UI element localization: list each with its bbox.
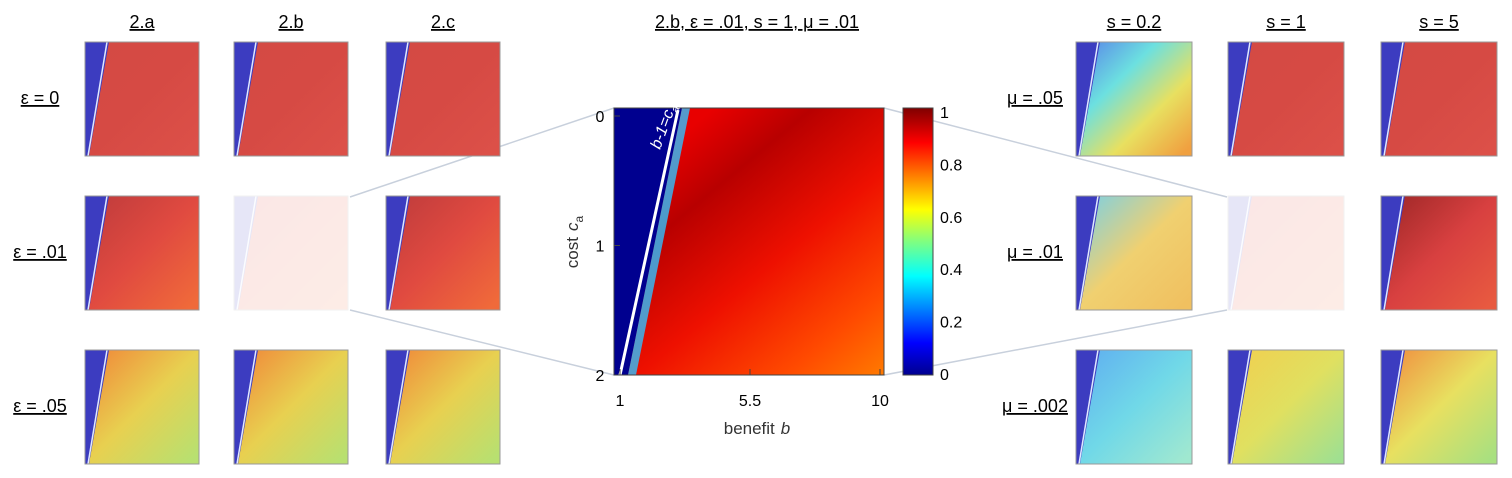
- panel-border: [1075, 41, 1193, 157]
- panel-border: [84, 349, 200, 465]
- y-axis-label: cost ca: [563, 216, 586, 269]
- panel-boundary: [388, 41, 409, 157]
- y-label-subscript: a: [572, 216, 586, 223]
- heatmap-panel: [233, 349, 349, 465]
- panel-boundary: [236, 195, 257, 311]
- panel-border: [1380, 349, 1498, 465]
- y-label-text: cost: [563, 237, 582, 268]
- heatmap-panel: [385, 195, 501, 311]
- center-title: 2.b, ε = .01, s = 1, μ = .01: [655, 12, 859, 32]
- panel-border: [233, 195, 349, 311]
- panel-boundary: [236, 349, 257, 465]
- panel-boundary: [1383, 349, 1404, 465]
- x-label-symbol: b: [781, 419, 790, 438]
- row-label: ε = .05: [13, 396, 67, 416]
- panel-border: [1227, 41, 1345, 157]
- panels: [84, 41, 1498, 465]
- panel-boundary: [87, 349, 108, 465]
- heatmap-panel: [84, 349, 200, 465]
- colorbar-tick-label: 0.2: [940, 315, 962, 332]
- column-header: s = 5: [1419, 12, 1459, 32]
- heatmap-panel: [1075, 41, 1193, 157]
- panel-border: [1075, 195, 1193, 311]
- panel-blue-region: [234, 196, 258, 310]
- column-header: s = 1: [1266, 12, 1306, 32]
- column-header: s = 0.2: [1107, 12, 1162, 32]
- row-label: ε = .01: [13, 242, 67, 262]
- x-axis-label: benefit b: [724, 419, 791, 438]
- colorbar-tick-label: 0.6: [940, 210, 962, 227]
- panel-border: [84, 195, 200, 311]
- colorbar: [902, 107, 934, 376]
- heatmap-panel: [1380, 41, 1498, 157]
- panel-border: [84, 41, 200, 157]
- row-label: μ = .05: [1007, 88, 1063, 108]
- colorbar-tick-label: 0.8: [940, 157, 962, 174]
- heatmap-panel: [1227, 41, 1345, 157]
- heatmap-panel: [84, 195, 200, 311]
- column-header: 2.c: [431, 12, 455, 32]
- panel-boundary: [1383, 195, 1404, 311]
- panel-boundary: [1230, 195, 1251, 311]
- panel-border: [385, 349, 501, 465]
- colorbar-tick-label: 1: [940, 105, 949, 122]
- heatmap-panel: [1075, 349, 1193, 465]
- panel-boundary: [1078, 41, 1099, 157]
- panel-border: [233, 349, 349, 465]
- x-tick-label: 1: [616, 393, 625, 410]
- panel-fill: [234, 196, 348, 310]
- x-tick-label: 5.5: [739, 393, 761, 410]
- y-tick-label: 0: [596, 109, 605, 126]
- annotation-subscript: a: [669, 105, 682, 115]
- panel-boundary: [236, 41, 257, 157]
- column-header: 2.a: [129, 12, 155, 32]
- panel-blue-region: [1228, 196, 1252, 310]
- y-tick-label: 2: [596, 368, 605, 385]
- row-label: ε = 0: [21, 88, 60, 108]
- panel-boundary: [388, 349, 409, 465]
- row-label: μ = .002: [1002, 396, 1068, 416]
- heatmap-panel: [385, 41, 501, 157]
- panel-border: [1075, 349, 1193, 465]
- panel-border: [1380, 41, 1498, 157]
- main-heatmap: b-1=ca: [613, 105, 885, 376]
- x-tick-label: 10: [871, 393, 889, 410]
- colorbar-tick-label: 0.4: [940, 262, 962, 279]
- panel-boundary: [1230, 41, 1251, 157]
- heatmap-panel: [1380, 195, 1498, 311]
- heatmap-panel: [1075, 195, 1193, 311]
- column-header: 2.b: [278, 12, 303, 32]
- panel-boundary: [1078, 195, 1099, 311]
- panel-fill: [1228, 196, 1344, 310]
- panel-boundary: [388, 195, 409, 311]
- panel-border: [385, 195, 501, 311]
- x-label-text: benefit: [724, 419, 775, 438]
- panel-boundary: [1383, 41, 1404, 157]
- panel-border: [1227, 195, 1345, 311]
- panel-boundary: [87, 41, 108, 157]
- panel-border: [233, 41, 349, 157]
- heatmap-panel: [233, 41, 349, 157]
- panel-border: [1227, 349, 1345, 465]
- heatmap-panel: [233, 195, 349, 311]
- colorbar-tick-label: 0: [940, 367, 949, 384]
- y-label-symbol: c: [563, 222, 582, 231]
- panel-boundary: [87, 195, 108, 311]
- heatmap-panel: [385, 349, 501, 465]
- panel-boundary: [1078, 349, 1099, 465]
- heatmap-panel: [1380, 349, 1498, 465]
- y-tick-label: 1: [596, 239, 605, 256]
- panel-border: [385, 41, 501, 157]
- heatmap-panel: [1227, 195, 1345, 311]
- heatmap-panel: [1227, 349, 1345, 465]
- panel-border: [1380, 195, 1498, 311]
- row-label: μ = .01: [1007, 242, 1063, 262]
- heatmap-panel: [84, 41, 200, 157]
- panel-boundary: [1230, 349, 1251, 465]
